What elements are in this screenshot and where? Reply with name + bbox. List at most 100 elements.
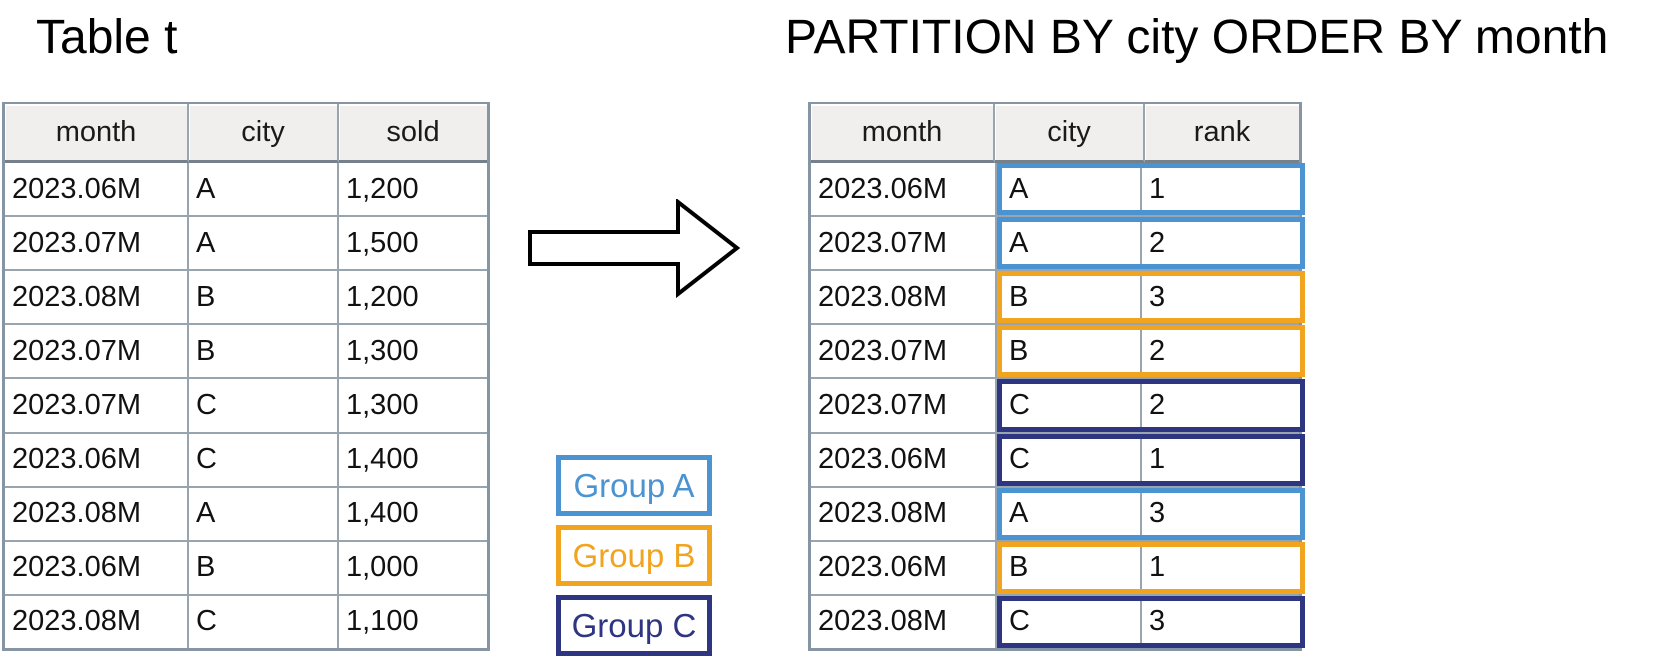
cell-month: 2023.08M <box>811 271 997 324</box>
column-header-month: month <box>811 104 995 163</box>
cell-rank: 1 <box>1149 443 1166 476</box>
column-header-rank: rank <box>1145 104 1299 163</box>
cell-city: A <box>1002 168 1142 211</box>
cell-city: B <box>1002 276 1142 319</box>
cell-city: B <box>189 271 339 324</box>
cell-city: C <box>189 433 339 486</box>
cell-sold: 1,500 <box>346 226 419 259</box>
cell-month: 2023.07M <box>811 325 997 378</box>
legend-item-group-c: Group C <box>556 595 712 656</box>
cell-city: A <box>189 163 339 216</box>
cell-rank: 2 <box>1149 388 1166 421</box>
cell-month: 2023.07M <box>5 325 189 378</box>
result-table-body: 2023.06M A 1 2023.07M A 2 2023.08M B 3 2023.07M B 2… <box>811 163 1305 648</box>
cell-month: 2023.06M <box>811 541 997 594</box>
column-header-city: city <box>189 104 339 163</box>
cell-month: 2023.07M <box>811 217 997 270</box>
transform-arrow-icon <box>528 199 741 299</box>
cell-sold: 1,200 <box>346 280 419 313</box>
table-row: 2023.07M A 2 <box>811 217 1305 272</box>
cell-month: 2023.07M <box>811 379 997 432</box>
table-row: 2023.08M B 3 <box>811 271 1305 326</box>
cell-rank: 2 <box>1149 226 1166 259</box>
cell-city: B <box>189 325 339 378</box>
legend-item-group-b: Group B <box>556 525 712 586</box>
source-table-header-row: month city sold <box>5 104 487 163</box>
source-table: month city sold 2023.06M A 1,200 2023.07M A 1,5… <box>2 102 490 651</box>
cell-rank: 3 <box>1149 605 1166 638</box>
cell-city: B <box>189 541 339 594</box>
table-row: 2023.07M A 1,500 <box>5 217 487 272</box>
cell-sold: 1,200 <box>346 172 419 205</box>
cell-city: A <box>189 217 339 270</box>
cell-month: 2023.06M <box>5 433 189 486</box>
column-header-month: month <box>5 104 189 163</box>
cell-sold: 1,400 <box>346 443 419 476</box>
source-table-body: 2023.06M A 1,200 2023.07M A 1,500 2023.08M B 1,2… <box>5 163 487 648</box>
cell-month: 2023.08M <box>5 595 189 648</box>
cell-month: 2023.06M <box>811 163 997 216</box>
table-row: 2023.07M C 2 <box>811 379 1305 434</box>
result-table: month city rank 2023.06M A 1 2023.07M A 2 2023.0… <box>808 102 1305 651</box>
cell-sold: 1,300 <box>346 388 419 421</box>
legend-item-group-a: Group A <box>556 455 712 516</box>
source-table-title: Table t <box>36 11 178 64</box>
cell-month: 2023.08M <box>5 271 189 324</box>
cell-city: A <box>189 487 339 540</box>
column-header-sold: sold <box>339 104 487 163</box>
cell-sold: 1,300 <box>346 334 419 367</box>
cell-city: C <box>189 595 339 648</box>
cell-sold: 1,100 <box>346 605 419 638</box>
group-legend: Group A Group B Group C <box>556 455 712 660</box>
cell-month: 2023.08M <box>811 595 997 648</box>
table-row: 2023.08M B 1,200 <box>5 271 487 326</box>
cell-rank: 3 <box>1149 497 1166 530</box>
cell-month: 2023.06M <box>5 163 189 216</box>
table-row: 2023.06M A 1 <box>811 163 1305 218</box>
cell-month: 2023.07M <box>5 379 189 432</box>
cell-month: 2023.08M <box>5 487 189 540</box>
cell-rank: 2 <box>1149 334 1166 367</box>
table-row: 2023.08M C 1,100 <box>5 595 487 648</box>
cell-sold: 1,400 <box>346 497 419 530</box>
cell-city: C <box>189 379 339 432</box>
cell-rank: 3 <box>1149 280 1166 313</box>
table-row: 2023.07M B 1,300 <box>5 325 487 380</box>
cell-rank: 1 <box>1149 551 1166 584</box>
table-row: 2023.07M C 1,300 <box>5 379 487 434</box>
table-row: 2023.08M A 3 <box>811 487 1305 542</box>
cell-city: B <box>1002 546 1142 589</box>
cell-month: 2023.08M <box>811 487 997 540</box>
cell-month: 2023.06M <box>811 433 997 486</box>
cell-sold: 1,000 <box>346 551 419 584</box>
result-table-header-row: month city rank <box>811 104 1299 163</box>
cell-month: 2023.06M <box>5 541 189 594</box>
table-row: 2023.06M B 1 <box>811 541 1305 596</box>
cell-city: C <box>1002 384 1142 427</box>
cell-city: C <box>1002 438 1142 481</box>
table-row: 2023.06M C 1 <box>811 433 1305 488</box>
cell-rank: 1 <box>1149 172 1166 205</box>
table-row: 2023.06M A 1,200 <box>5 163 487 218</box>
cell-city: B <box>1002 330 1142 373</box>
partition-clause-title: PARTITION BY city ORDER BY month <box>785 11 1609 64</box>
table-row: 2023.06M B 1,000 <box>5 541 487 596</box>
table-row: 2023.06M C 1,400 <box>5 433 487 488</box>
cell-city: C <box>1002 600 1142 643</box>
cell-month: 2023.07M <box>5 217 189 270</box>
table-row: 2023.08M A 1,400 <box>5 487 487 542</box>
cell-city: A <box>1002 222 1142 265</box>
table-row: 2023.08M C 3 <box>811 595 1305 648</box>
cell-city: A <box>1002 492 1142 535</box>
table-row: 2023.07M B 2 <box>811 325 1305 380</box>
